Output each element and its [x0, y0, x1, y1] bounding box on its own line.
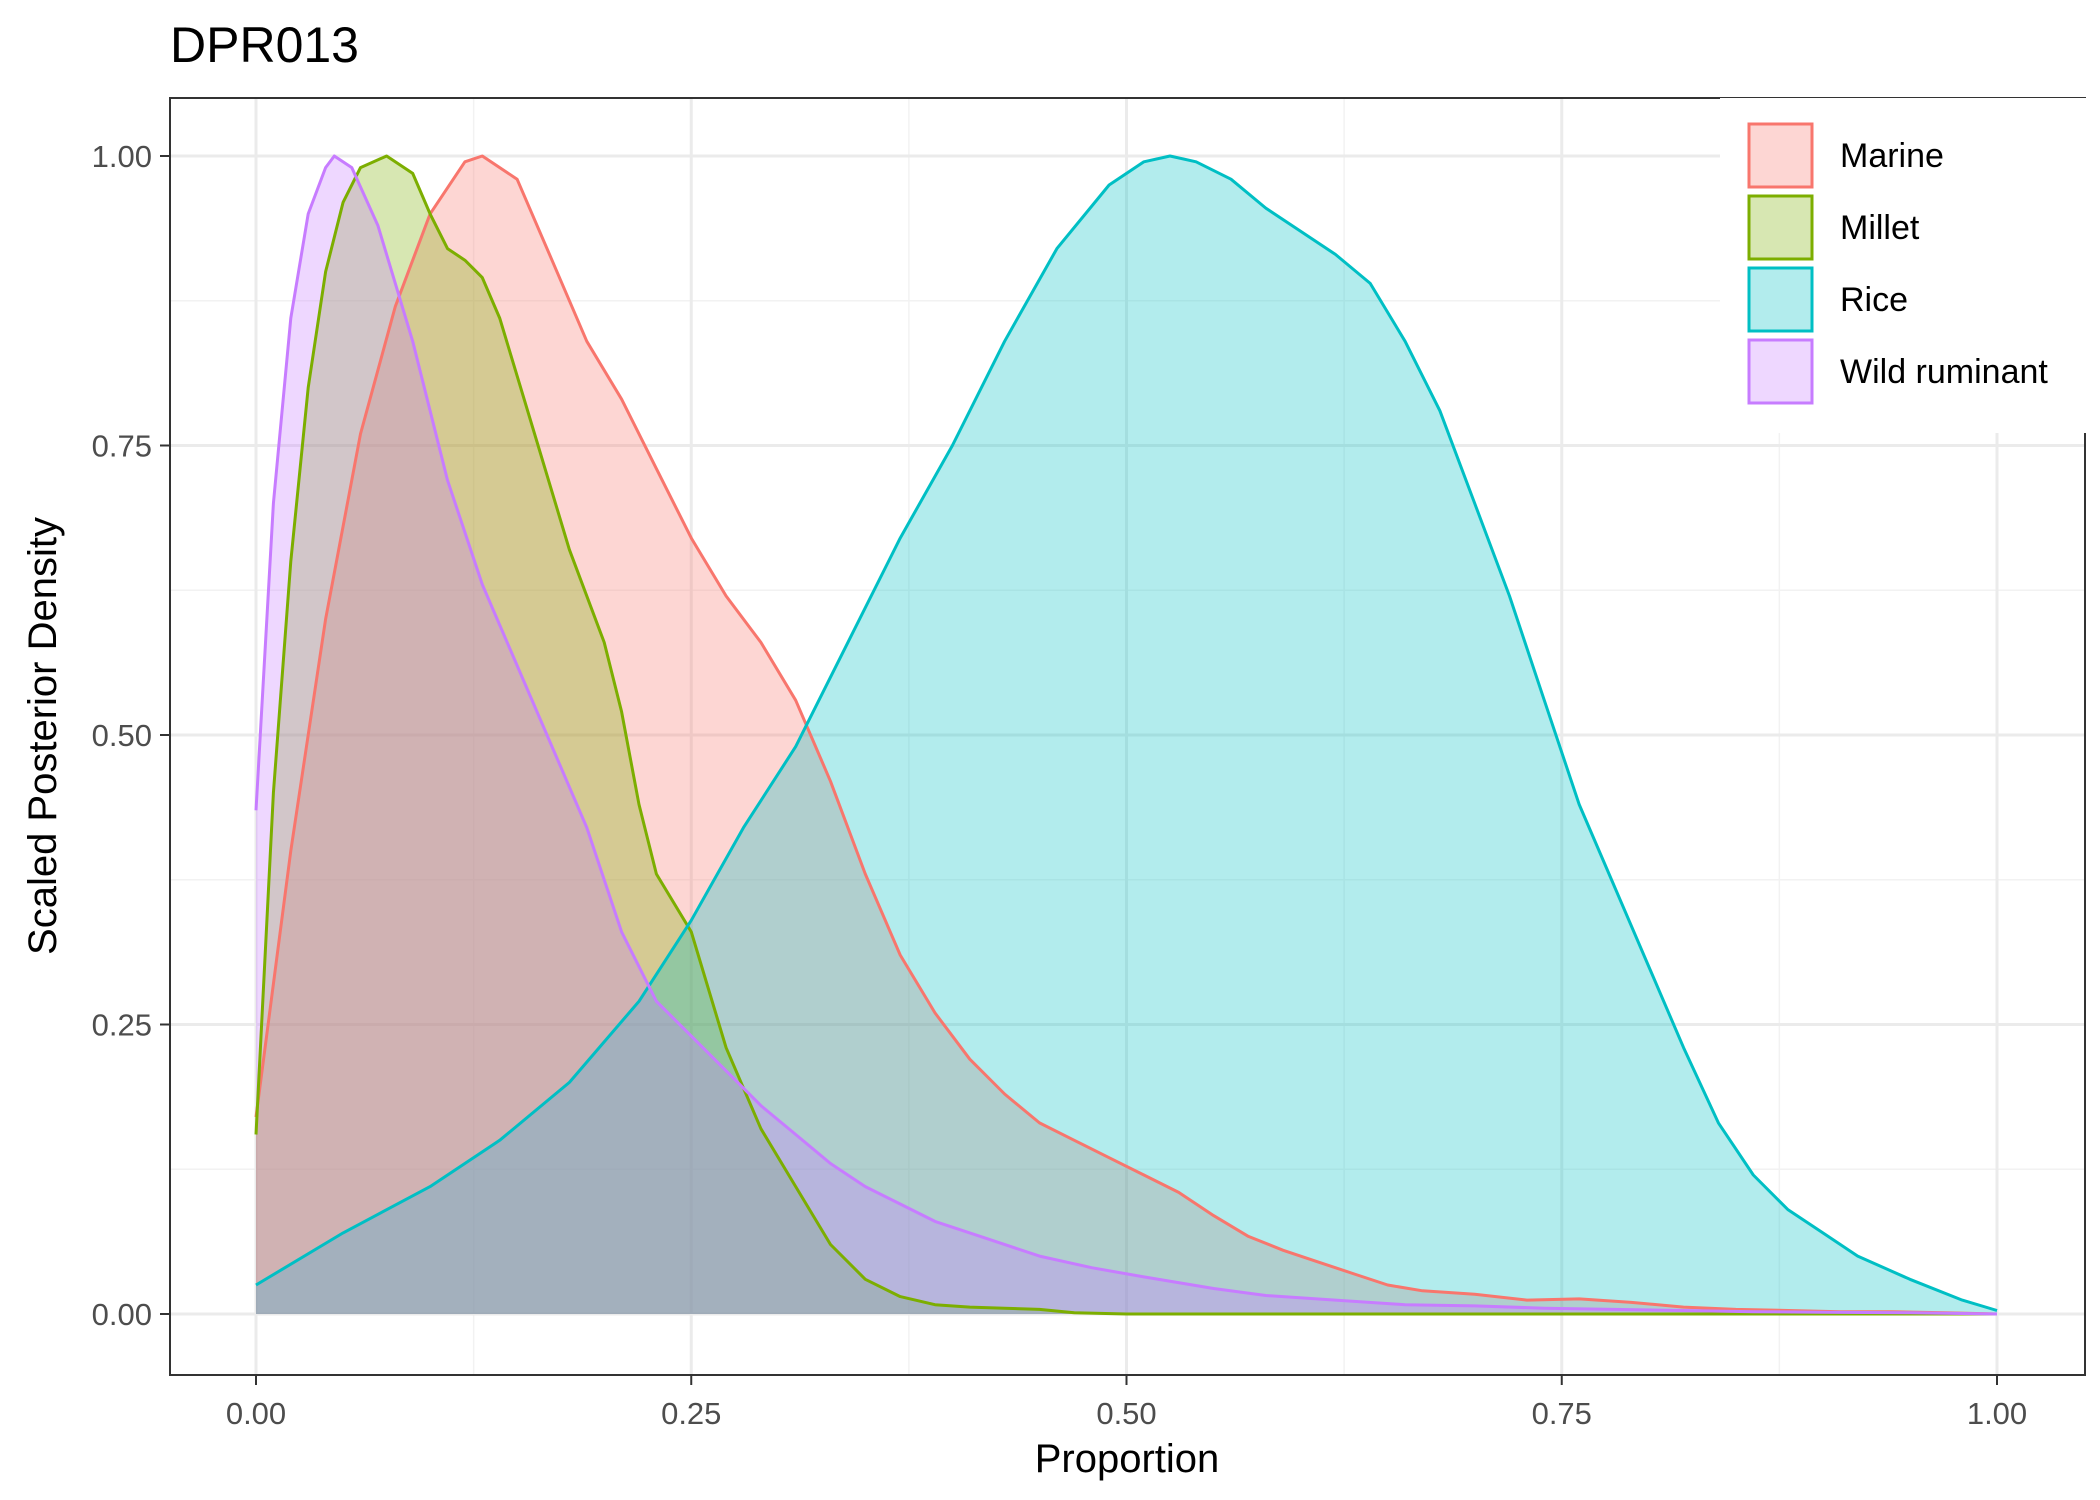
y-tick-label: 1.00: [92, 139, 152, 174]
legend-key-background: [1747, 122, 1814, 189]
y-tick-label: 0.00: [92, 1297, 152, 1332]
chart-title: DPR013: [170, 17, 359, 73]
x-tick-label: 0.50: [1096, 1396, 1156, 1431]
density-area-millet: [256, 156, 1997, 1314]
x-axis-title: Proportion: [1035, 1437, 1220, 1481]
y-tick-label: 0.75: [92, 429, 152, 464]
density-lines: [254, 154, 1998, 1316]
density-area-wild-ruminant: [256, 156, 1997, 1314]
legend-key-background: [1747, 266, 1814, 333]
density-area-rice: [256, 156, 1997, 1314]
legend-label-wild-ruminant: Wild ruminant: [1840, 353, 2048, 391]
x-tick-label: 0.25: [661, 1396, 721, 1431]
y-tick-label: 0.25: [92, 1008, 152, 1043]
legend-label-rice: Rice: [1840, 281, 1908, 319]
y-axis-title: Scaled Posterior Density: [21, 517, 65, 955]
legend-label-millet: Millet: [1840, 209, 1920, 247]
y-axis: 0.00 0.25 0.50 0.75 1.00: [92, 139, 170, 1332]
density-line-wild-ruminant: [254, 154, 1998, 1316]
x-tick-label: 0.75: [1532, 1396, 1592, 1431]
density-line-marine: [254, 154, 1998, 1316]
legend-key-millet: [1747, 194, 1814, 261]
legend-key-marine: [1747, 122, 1814, 189]
x-tick-label: 0.00: [226, 1396, 286, 1431]
x-tick-label: 1.00: [1967, 1396, 2027, 1431]
legend-label-marine: Marine: [1840, 137, 1944, 175]
legend-key-wild-ruminant: [1747, 338, 1814, 405]
legend-key-background: [1747, 194, 1814, 261]
density-area-marine: [256, 156, 1997, 1314]
legend-key-rice: [1747, 266, 1814, 333]
legend: Marine Millet Rice Wild ruminant: [1720, 98, 2092, 433]
density-areas: [256, 156, 1997, 1314]
y-tick-label: 0.50: [92, 718, 152, 753]
x-axis: 0.00 0.25 0.50 0.75 1.00: [226, 1375, 2027, 1431]
density-line-millet: [254, 154, 1997, 1316]
density-line-rice: [255, 154, 1998, 1312]
legend-key-background: [1747, 338, 1814, 405]
